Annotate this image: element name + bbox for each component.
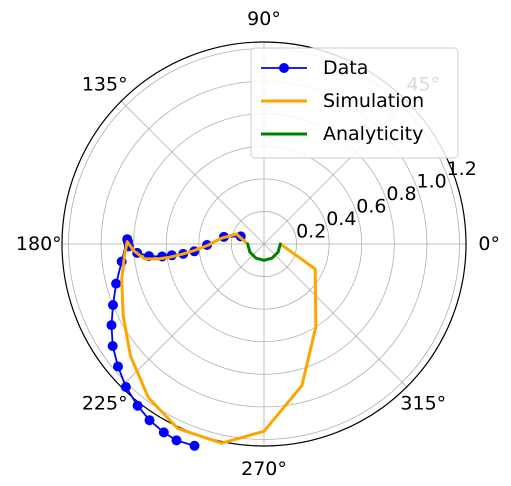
analyticity-series-line bbox=[246, 242, 282, 262]
radial-tick-label-1.0: 1.0 bbox=[417, 171, 447, 193]
data-point-22 bbox=[171, 435, 182, 446]
data-series-line bbox=[110, 235, 242, 447]
radial-tick-label-0.6: 0.6 bbox=[356, 196, 386, 218]
angle-tick-label-0: 0° bbox=[478, 233, 500, 255]
data-point-14 bbox=[108, 300, 118, 310]
data-point-16 bbox=[107, 341, 118, 351]
data-point-19 bbox=[132, 400, 143, 411]
simulation-series-line bbox=[120, 232, 318, 445]
angle-tick-label-270: 270° bbox=[241, 458, 287, 480]
data-point-23 bbox=[189, 440, 200, 451]
data-point-18 bbox=[120, 382, 131, 392]
data-point-21 bbox=[158, 427, 169, 438]
angular-gridline-315 bbox=[263, 243, 408, 388]
data-point-17 bbox=[113, 361, 123, 372]
series-layer bbox=[106, 231, 318, 451]
angle-tick-label-135: 135° bbox=[82, 74, 128, 96]
radial-tick-labels: 0.20.40.60.81.01.2 bbox=[296, 158, 477, 242]
legend-analyticity-label: Analyticity bbox=[323, 123, 423, 145]
legend-box bbox=[250, 47, 459, 159]
angle-tick-label-225: 225° bbox=[82, 392, 128, 414]
data-point-15 bbox=[106, 320, 117, 331]
angular-gridline-225 bbox=[120, 243, 265, 388]
data-point-11 bbox=[122, 234, 133, 245]
angular-gridline-135 bbox=[120, 100, 265, 245]
legend-data-marker bbox=[279, 63, 289, 73]
angle-tick-label-90: 90° bbox=[247, 8, 281, 30]
data-point-20 bbox=[144, 415, 155, 426]
angle-tick-label-315: 315° bbox=[400, 392, 446, 414]
polar-frame bbox=[61, 41, 467, 447]
radial-tick-label-1.2: 1.2 bbox=[447, 158, 477, 180]
angle-tick-label-180: 180° bbox=[16, 233, 62, 255]
legend: Data Simulation Analyticity bbox=[250, 47, 459, 159]
legend-simulation-label: Simulation bbox=[323, 90, 424, 112]
radial-tick-label-0.8: 0.8 bbox=[386, 183, 416, 205]
radial-tick-label-0.4: 0.4 bbox=[326, 208, 356, 230]
radial-tick-label-0.2: 0.2 bbox=[296, 221, 326, 243]
legend-data-label: Data bbox=[323, 57, 368, 79]
data-point-13 bbox=[111, 278, 122, 289]
